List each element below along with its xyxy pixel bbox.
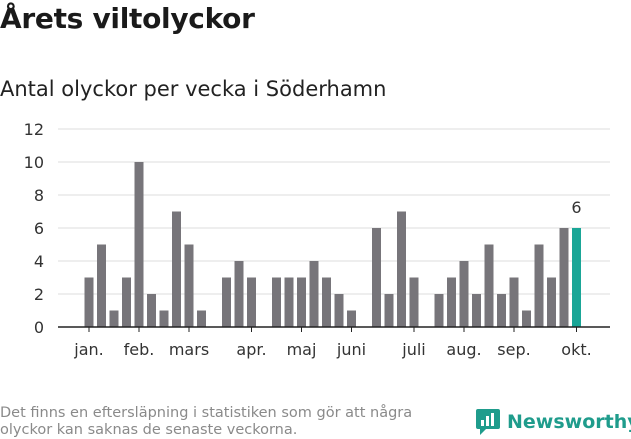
bar (222, 277, 231, 327)
bar (184, 244, 194, 327)
bar (84, 277, 94, 327)
bar (472, 294, 481, 327)
x-tick-label: jan. (73, 340, 103, 359)
bar (172, 211, 181, 327)
bar (134, 162, 144, 327)
bar (197, 310, 206, 327)
bar (122, 277, 131, 327)
y-tick-label: 12 (24, 120, 44, 139)
bar (459, 261, 469, 327)
bar (384, 294, 394, 327)
x-tick-label: juni (336, 340, 366, 359)
bar (547, 277, 556, 327)
bar-chart: 0 2 4 6 8 10 12 6 jan. feb. mars apr. maj juni juli a… (24, 120, 610, 359)
x-tick-label: aug. (446, 340, 481, 359)
x-tick-label: okt. (561, 340, 591, 359)
x-tick-label: juli (401, 340, 425, 359)
bar (297, 277, 306, 327)
bar (322, 277, 331, 327)
bars: 6 (84, 162, 582, 327)
bar (434, 294, 444, 327)
chart-title: Årets viltolyckor (0, 2, 255, 35)
y-tick-label: 10 (24, 153, 44, 172)
bar (509, 277, 519, 327)
bar (559, 228, 569, 327)
bar (247, 277, 256, 327)
bar (109, 310, 119, 327)
y-tick-label: 2 (34, 285, 44, 304)
bar (147, 294, 156, 327)
bar (372, 228, 381, 327)
bar (97, 244, 106, 327)
y-tick-label: 0 (34, 318, 44, 337)
x-tick-label: maj (287, 340, 317, 359)
bar (234, 261, 244, 327)
x-axis-ticks: jan. feb. mars apr. maj juni juli aug. sep. okt. (73, 327, 592, 359)
bar-value-label: 6 (571, 198, 581, 217)
bar-highlight (572, 228, 581, 327)
bar (334, 294, 344, 327)
bar (284, 277, 294, 327)
x-tick-label: feb. (124, 340, 155, 359)
bar (159, 310, 169, 327)
bar (309, 261, 319, 327)
x-tick-label: apr. (236, 340, 266, 359)
y-tick-label: 4 (34, 252, 44, 271)
y-axis-ticks: 0 2 4 6 8 10 12 (24, 120, 44, 337)
x-tick-label: sep. (497, 340, 530, 359)
y-tick-label: 6 (34, 219, 44, 238)
bar (497, 294, 506, 327)
bar (522, 310, 531, 327)
bar (534, 244, 544, 327)
bar (397, 211, 406, 327)
newsworthy-logo: Newsworthy (475, 408, 631, 436)
chart-subtitle: Antal olyckor per vecka i Söderhamn (0, 77, 387, 101)
bar (347, 310, 356, 327)
bar (409, 277, 419, 327)
bar (447, 277, 456, 327)
bar (272, 277, 281, 327)
x-tick-label: mars (169, 340, 209, 359)
y-tick-label: 8 (34, 186, 44, 205)
footnote: Det finns en eftersläpning i statistiken… (0, 405, 413, 438)
newsworthy-logo-icon (476, 409, 500, 435)
newsworthy-logo-text: Newsworthy (507, 411, 631, 433)
bar (484, 244, 494, 327)
